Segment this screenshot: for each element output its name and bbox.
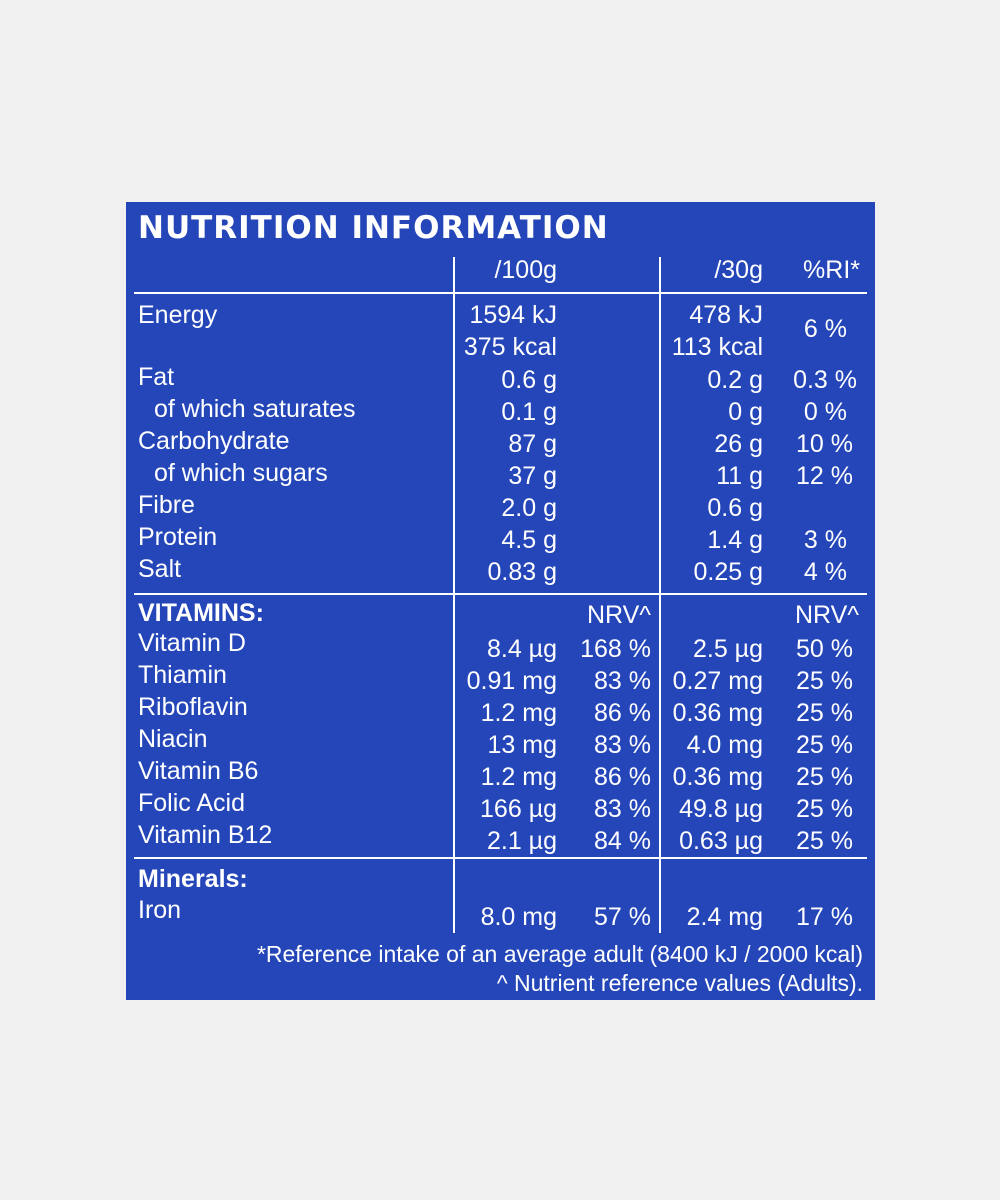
vitamin-nrv30: 50 % <box>796 635 853 663</box>
vitamin-label: Niacin <box>138 725 208 753</box>
energy-label: Energy <box>138 301 218 329</box>
column-divider-right <box>659 257 661 933</box>
vitamin-per30g: 4.0 mg <box>686 731 763 759</box>
vitamin-nrv100: 83 % <box>594 731 651 759</box>
vitamin-nrv100: 86 % <box>594 763 651 791</box>
vitamins-divider <box>134 593 867 595</box>
nutrient-per30g: 0.2 g <box>707 366 763 394</box>
nutrient-ri: 0.3 % <box>793 366 857 394</box>
vitamin-label: Vitamin D <box>138 629 246 657</box>
nutrient-per30g: 26 g <box>714 430 763 458</box>
footnote-nutrient-reference: ^ Nutrient reference values (Adults). <box>496 970 863 996</box>
mineral-per100g: 8.0 mg <box>480 903 557 931</box>
vitamin-per30g: 0.36 mg <box>672 699 763 727</box>
vitamin-nrv100: 84 % <box>594 827 651 855</box>
nutrient-per30g: 11 g <box>716 462 763 490</box>
nutrient-per100g: 0.1 g <box>501 398 557 426</box>
vitamin-nrv30: 25 % <box>796 795 853 823</box>
nutrient-ri: 10 % <box>796 430 853 458</box>
vitamin-per30g: 2.5 µg <box>692 635 763 663</box>
vitamin-per30g: 0.36 mg <box>672 763 763 791</box>
vitamin-label: Folic Acid <box>138 789 245 817</box>
minerals-divider <box>134 857 867 859</box>
vitamin-nrv30: 25 % <box>796 731 853 759</box>
nutrient-label: Carbohydrate <box>138 427 290 455</box>
nrv-header-30g: NRV^ <box>794 601 859 629</box>
nutrient-per100g: 0.83 g <box>487 558 557 586</box>
vitamin-per100g: 1.2 mg <box>480 699 557 727</box>
vitamin-label: Vitamin B6 <box>138 757 259 785</box>
vitamin-nrv30: 25 % <box>796 667 853 695</box>
vitamin-per30g: 0.63 µg <box>679 827 763 855</box>
energy-per100g-kj: 1594 kJ <box>469 301 557 329</box>
nutrient-ri: 4 % <box>803 558 847 586</box>
nutrient-per30g: 0.25 g <box>693 558 763 586</box>
nutrient-ri: 0 % <box>803 398 847 426</box>
nutrient-label: Protein <box>138 523 218 551</box>
vitamin-nrv30: 25 % <box>796 763 853 791</box>
nutrition-panel: NUTRITION INFORMATION /100g /30g %RI* En… <box>126 202 875 1000</box>
footnote-reference-intake: *Reference intake of an average adult (8… <box>256 941 863 967</box>
nutrient-label: of which saturates <box>154 395 356 423</box>
vitamin-per100g: 8.4 µg <box>486 635 557 663</box>
vitamin-per100g: 166 µg <box>480 795 557 823</box>
nutrient-per30g: 0 g <box>728 398 763 426</box>
nutrient-per30g: 1.4 g <box>707 526 763 554</box>
header-per-100g: /100g <box>494 256 557 284</box>
vitamin-per30g: 49.8 µg <box>679 795 763 823</box>
mineral-per30g: 2.4 mg <box>686 903 763 931</box>
vitamin-nrv30: 25 % <box>796 827 853 855</box>
nrv-header-100g: NRV^ <box>586 601 651 629</box>
energy-per30g-kcal: 113 kcal <box>671 333 763 361</box>
energy-per30g-kj: 478 kJ <box>689 301 763 329</box>
vitamin-nrv100: 168 % <box>580 635 651 663</box>
vitamin-per100g: 2.1 µg <box>486 827 557 855</box>
vitamin-nrv100: 83 % <box>594 667 651 695</box>
nutrient-ri: 12 % <box>796 462 853 490</box>
vitamins-heading: VITAMINS: <box>138 599 264 627</box>
vitamin-per100g: 1.2 mg <box>480 763 557 791</box>
header-ri: %RI* <box>803 256 860 284</box>
vitamin-per100g: 13 mg <box>487 731 557 759</box>
nutrient-label: Fibre <box>138 491 195 519</box>
nutrient-ri: 3 % <box>803 526 847 554</box>
vitamin-nrv100: 86 % <box>594 699 651 727</box>
mineral-label: Iron <box>138 896 182 924</box>
nutrient-per100g: 37 g <box>508 462 557 490</box>
column-divider-left <box>453 257 455 933</box>
vitamin-per100g: 0.91 mg <box>466 667 557 695</box>
vitamin-label: Vitamin B12 <box>138 821 273 849</box>
mineral-nrv30: 17 % <box>796 903 853 931</box>
energy-per100g-kcal: 375 kcal <box>463 333 557 361</box>
nutrient-per100g: 0.6 g <box>501 366 557 394</box>
mineral-nrv100: 57 % <box>594 903 651 931</box>
nutrient-per100g: 2.0 g <box>501 494 557 522</box>
vitamin-label: Thiamin <box>138 661 227 689</box>
nutrient-per100g: 4.5 g <box>501 526 557 554</box>
nutrient-label: of which sugars <box>154 459 328 487</box>
vitamin-nrv100: 83 % <box>594 795 651 823</box>
nutrient-per30g: 0.6 g <box>707 494 763 522</box>
header-divider <box>134 292 867 294</box>
energy-ri: 6 % <box>803 315 847 343</box>
nutrient-label: Salt <box>138 555 182 583</box>
vitamin-label: Riboflavin <box>138 693 248 721</box>
nutrient-label: Fat <box>138 363 175 391</box>
panel-title: NUTRITION INFORMATION <box>138 210 609 246</box>
minerals-heading: Minerals: <box>138 865 248 893</box>
nutrient-per100g: 87 g <box>508 430 557 458</box>
vitamin-per30g: 0.27 mg <box>672 667 763 695</box>
vitamin-nrv30: 25 % <box>796 699 853 727</box>
header-per-30g: /30g <box>714 256 763 284</box>
